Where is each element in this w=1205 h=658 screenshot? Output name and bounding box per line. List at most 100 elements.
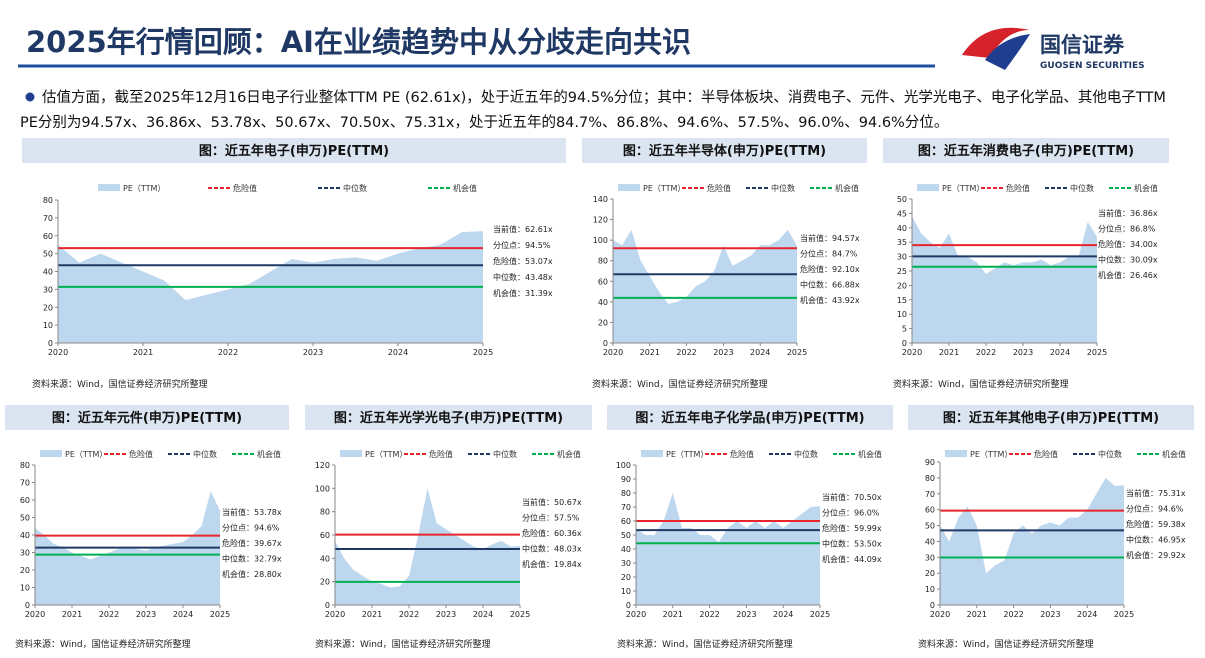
x-tick-label: 2024	[1077, 610, 1097, 619]
x-tick-label: 2021	[362, 610, 382, 619]
y-tick-label: 35	[897, 238, 907, 247]
y-tick-label: 60	[20, 496, 30, 505]
chart-title: 图：近五年光学光电子(申万)PE(TTM)	[334, 410, 563, 426]
x-tick-label: 2021	[133, 348, 153, 357]
annotation: 分位点：86.8%	[1098, 224, 1156, 234]
y-tick-label: 40	[598, 298, 608, 307]
annotation: 中位数：32.79x	[222, 554, 282, 564]
y-tick-label: 50	[43, 250, 53, 259]
y-tick-label: 0	[25, 601, 30, 610]
logo: 国信证券 GUOSEN SECURITIES	[962, 27, 1145, 71]
annotation: 分位点：57.5%	[522, 513, 580, 523]
source: 资料来源：Wind，国信证券经济研究所整理	[893, 378, 1069, 390]
bullet-text: 估值方面，截至2025年12月16日电子行业整体TTM PE (62.61x)，…	[20, 90, 1166, 131]
pe-area	[636, 493, 820, 605]
y-tick-label: 80	[925, 474, 935, 483]
x-tick-label: 2023	[136, 610, 156, 619]
y-tick-label: 80	[598, 257, 608, 266]
y-tick-label: 0	[603, 339, 608, 348]
annotation: 危险值：59.99x	[822, 523, 882, 533]
annotation: 中位数：53.50x	[822, 539, 882, 549]
annotation: 机会值：28.80x	[222, 569, 282, 579]
source: 资料来源：Wind，国信证券经济研究所整理	[617, 638, 793, 650]
chart-title-band	[305, 405, 592, 430]
x-tick-label: 2020	[603, 348, 623, 357]
y-tick-label: 100	[593, 236, 608, 245]
logo-red	[962, 27, 1030, 58]
x-tick-label: 2023	[1013, 348, 1033, 357]
y-tick-label: 20	[320, 578, 330, 587]
y-tick-label: 100	[315, 484, 330, 493]
legend-label: 机会值	[858, 449, 882, 459]
legend-label: 中位数	[193, 449, 217, 459]
annotation: 分位点：96.0%	[822, 508, 880, 518]
legend-label: PE（TTM）	[643, 184, 685, 193]
x-tick-label: 2022	[218, 348, 238, 357]
chart-title-band	[582, 138, 867, 163]
legend-swatch	[340, 450, 362, 457]
y-tick-label: 40	[621, 545, 631, 554]
y-tick-label: 30	[621, 559, 631, 568]
annotation: 危险值：53.07x	[493, 256, 553, 266]
y-tick-label: 50	[20, 514, 30, 523]
legend-label: 中位数	[343, 183, 367, 193]
x-tick-label: 2022	[399, 610, 419, 619]
y-tick-label: 80	[20, 461, 30, 470]
annotation: 分位点：94.6%	[222, 523, 280, 533]
x-tick-label: 2020	[930, 610, 950, 619]
y-tick-label: 45	[897, 209, 907, 218]
legend-swatch	[945, 450, 967, 457]
legend-label: 机会值	[557, 449, 581, 459]
logo-blue	[985, 34, 1030, 70]
legend-label: PE（TTM）	[970, 450, 1012, 459]
y-tick-label: 60	[598, 277, 608, 286]
chart-title-band	[908, 405, 1194, 430]
x-tick-label: 2020	[325, 610, 345, 619]
y-tick-label: 10	[897, 310, 907, 319]
y-tick-label: 20	[598, 318, 608, 327]
legend-label: 中位数	[1098, 449, 1122, 459]
x-tick-label: 2021	[663, 610, 683, 619]
y-tick-label: 20	[925, 569, 935, 578]
y-tick-label: 140	[593, 195, 608, 204]
pe-area	[613, 229, 797, 343]
y-tick-label: 50	[621, 531, 631, 540]
x-tick-label: 2025	[1114, 610, 1134, 619]
legend-label: 中位数	[1070, 183, 1094, 193]
annotation: 机会值：44.09x	[822, 554, 882, 564]
y-tick-label: 15	[897, 296, 907, 305]
legend-label: PE（TTM）	[666, 450, 708, 459]
x-tick-label: 2022	[1003, 610, 1023, 619]
annotation: 当前值：53.78x	[222, 507, 282, 517]
legend-label: 危险值	[707, 183, 731, 193]
y-tick-label: 120	[593, 216, 608, 225]
annotation: 机会值：43.92x	[800, 295, 860, 305]
annotation: 机会值：29.92x	[1126, 550, 1186, 560]
y-tick-label: 70	[20, 479, 30, 488]
x-tick-label: 2024	[473, 610, 493, 619]
y-tick-label: 10	[925, 585, 935, 594]
y-tick-label: 20	[621, 573, 631, 582]
chart-title-band	[883, 138, 1169, 163]
legend-label: 危险值	[233, 183, 257, 193]
annotation: 危险值：34.00x	[1098, 239, 1158, 249]
y-tick-label: 120	[315, 461, 330, 470]
y-tick-label: 25	[897, 267, 907, 276]
x-tick-label: 2021	[640, 348, 660, 357]
legend-label: 机会值	[835, 183, 859, 193]
annotation: 机会值：31.39x	[493, 288, 553, 298]
annotation: 中位数：48.03x	[522, 544, 582, 554]
x-tick-label: 2025	[510, 610, 530, 619]
y-tick-label: 90	[925, 458, 935, 467]
annotation: 危险值：92.10x	[800, 264, 860, 274]
y-tick-label: 60	[320, 531, 330, 540]
x-tick-label: 2024	[750, 348, 770, 357]
annotation: 机会值：26.46x	[1098, 270, 1158, 280]
legend-label: 机会值	[1134, 183, 1158, 193]
annotation: 当前值：75.31x	[1126, 488, 1186, 498]
y-tick-label: 0	[325, 601, 330, 610]
annotation: 中位数：30.09x	[1098, 255, 1158, 265]
legend-label: 中位数	[771, 183, 795, 193]
x-tick-label: 2023	[303, 348, 323, 357]
